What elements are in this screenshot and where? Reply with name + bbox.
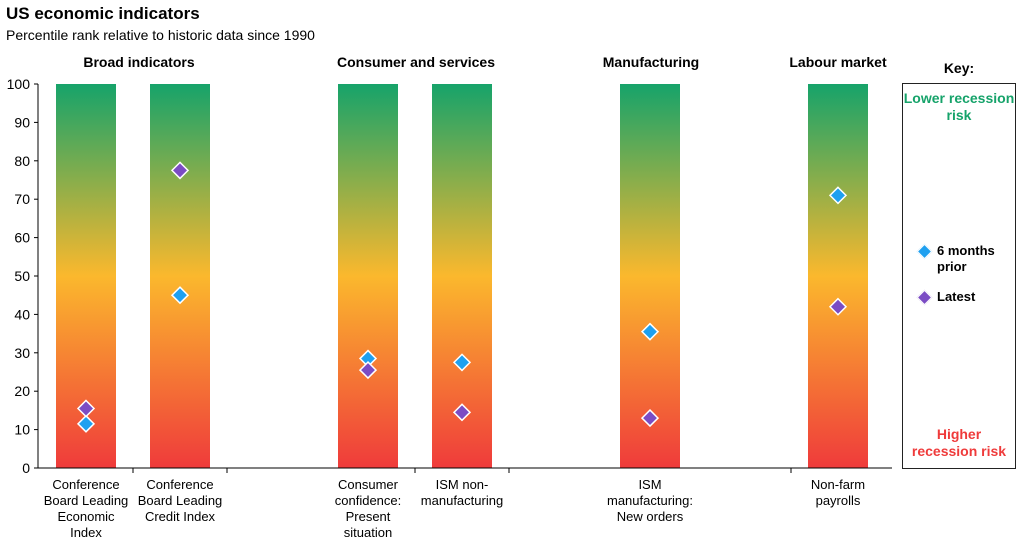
gradient-bar-4 (620, 84, 680, 468)
y-tick-label: 40 (14, 306, 30, 322)
group-header-label: Consumer and services (337, 54, 495, 70)
category-label-line: Conference (52, 477, 119, 492)
category-labels: Conference Board Leading Economic IndexConf… (44, 477, 865, 540)
category-label-line: Board Leading (138, 493, 223, 508)
y-tick-labels: 0 10 20 30 40 50 60 70 80 90 100 (7, 76, 31, 476)
y-tick-label: 10 (14, 422, 30, 438)
chart-title: US economic indicators (6, 4, 200, 23)
category-label-line: Index (70, 525, 102, 540)
category-label-line: situation (344, 525, 392, 540)
y-tick-label: 80 (14, 153, 30, 169)
category-label: ISM non-manufacturing (421, 477, 503, 508)
chart-svg: 0 10 20 30 40 50 60 70 80 90 100 Broad indicators C… (7, 54, 892, 540)
six-months-point (452, 353, 472, 372)
category-label: Conference Board Leading Economic Index (44, 477, 129, 540)
latest-point (170, 161, 190, 180)
latest-point (358, 361, 378, 380)
category-label: Consumer confidence: Present situation (335, 477, 402, 540)
gradient-bar-1 (150, 84, 210, 468)
gradient-bar-5 (808, 84, 868, 468)
category-label-line: manufacturing (421, 493, 503, 508)
category-label-line: ISM non- (436, 477, 489, 492)
group-header-label: Labour market (789, 54, 887, 70)
category-label: ISM manufacturing: New orders (607, 477, 693, 524)
y-tick-label: 50 (14, 268, 30, 284)
latest-marker-icon (916, 289, 933, 306)
category-label-line: payrolls (816, 493, 861, 508)
category-label: Non-farm payrolls (811, 477, 865, 508)
latest-point (828, 297, 848, 316)
six-months-point (828, 186, 848, 205)
group-headers: Broad indicators Consumer and services Man… (83, 54, 887, 70)
category-label-line: ISM (638, 477, 661, 492)
y-tick-label: 90 (14, 114, 30, 130)
legend-label-six-months: 6 months prior (937, 243, 995, 274)
group-header-label: Manufacturing (603, 54, 699, 70)
key-lower-risk-label: Lower recession risk (903, 90, 1015, 123)
latest-point (76, 399, 96, 418)
group-header-label: Broad indicators (83, 54, 194, 70)
six-months-point (170, 286, 190, 305)
six-months-point (640, 322, 660, 341)
gradient-bar-2 (338, 84, 398, 468)
category-label-line: Economic (57, 509, 115, 524)
category-label-line: Conference (146, 477, 213, 492)
category-label: Conference Board Leading Credit Index (138, 477, 223, 524)
y-tick-label: 70 (14, 191, 30, 207)
y-tick-label: 0 (22, 460, 30, 476)
category-label-line: Credit Index (145, 509, 216, 524)
category-label-line: Consumer (338, 477, 399, 492)
y-tick-label: 20 (14, 383, 30, 399)
six-months-point (76, 414, 96, 433)
y-tick-label: 30 (14, 345, 30, 361)
category-label-line: Non-farm (811, 477, 865, 492)
axes (34, 83, 892, 473)
category-label-line: New orders (617, 509, 684, 524)
key-title: Key: (943, 60, 975, 76)
category-label-line: manufacturing: (607, 493, 693, 508)
category-label-line: confidence: (335, 493, 402, 508)
six-months-marker-icon (916, 243, 933, 260)
category-label-line: Board Leading (44, 493, 129, 508)
chart-subtitle: Percentile rank relative to historic dat… (6, 27, 315, 43)
key-higher-risk-label: Higher recession risk (911, 426, 1007, 459)
y-tick-label: 60 (14, 230, 30, 246)
legend-label-latest: Latest (937, 289, 976, 304)
latest-point (452, 403, 472, 422)
category-label-line: Present (346, 509, 391, 524)
data-points (76, 161, 848, 433)
key-legend: Lower recession risk 6 months prior Late… (902, 83, 1016, 469)
y-tick-label: 100 (7, 76, 31, 92)
latest-point (640, 409, 660, 428)
